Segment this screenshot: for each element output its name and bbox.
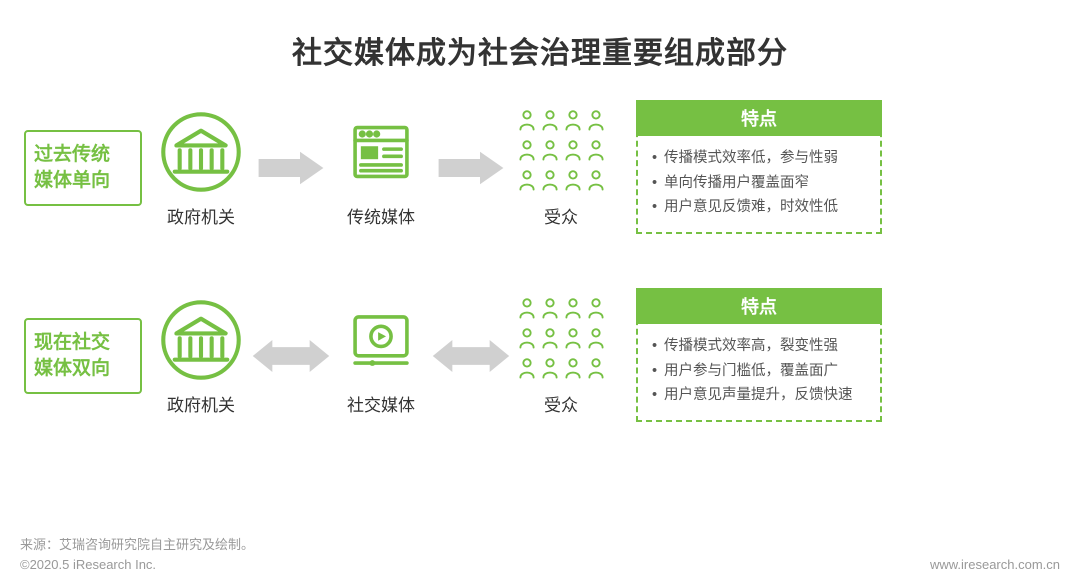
person-icon <box>518 169 536 196</box>
node-traditional-media: 传统媒体 <box>336 107 426 228</box>
flow-row-0: 过去传统媒体单向 政府机关 传统媒体 <box>24 102 1056 234</box>
feature-item: 单向传播用户覆盖面窄 <box>650 171 868 196</box>
arrow-right-icon <box>428 123 514 213</box>
row-label: 过去传统媒体单向 <box>24 130 142 205</box>
node-caption: 受众 <box>544 391 578 416</box>
node-social-media: 社交媒体 <box>336 295 426 416</box>
node-government: 政府机关 <box>156 107 246 228</box>
feature-header: 特点 <box>636 288 882 324</box>
person-icon <box>587 109 605 136</box>
footer-url: www.iresearch.com.cn <box>930 557 1060 572</box>
arrow-right-icon <box>248 123 334 213</box>
node-caption: 政府机关 <box>167 203 235 228</box>
feature-list: 传播模式效率高，裂变性强用户参与门槛低，覆盖面广用户意见声量提升，反馈快速 <box>638 324 880 420</box>
person-icon <box>541 357 559 384</box>
footer: 来源：艾瑞咨询研究院自主研究及绘制。 ©2020.5 iResearch Inc… <box>0 534 1080 584</box>
flow: 政府机关 传统媒体 <box>156 107 606 228</box>
footer-source: 来源：艾瑞咨询研究院自主研究及绘制。 <box>20 534 1060 553</box>
person-icon <box>564 139 582 166</box>
person-icon <box>564 327 582 354</box>
person-icon <box>587 169 605 196</box>
feature-item: 用户参与门槛低，覆盖面广 <box>650 359 868 384</box>
person-icon <box>518 139 536 166</box>
social-media-icon <box>336 295 426 385</box>
page-title: 社交媒体成为社会治理重要组成部分 <box>0 0 1080 72</box>
feature-box: 特点传播模式效率高，裂变性强用户参与门槛低，覆盖面广用户意见声量提升，反馈快速 <box>636 290 882 422</box>
node-audience: 受众 <box>516 295 606 416</box>
feature-header: 特点 <box>636 100 882 136</box>
government-icon <box>156 295 246 385</box>
person-icon <box>541 109 559 136</box>
person-icon <box>541 297 559 324</box>
feature-item: 传播模式效率高，裂变性强 <box>650 334 868 359</box>
person-icon <box>587 139 605 166</box>
node-caption: 传统媒体 <box>347 203 415 228</box>
person-icon <box>587 327 605 354</box>
person-icon <box>564 109 582 136</box>
flow-row-1: 现在社交媒体双向 政府机关 社交媒体 <box>24 290 1056 422</box>
person-icon <box>518 327 536 354</box>
person-icon <box>518 357 536 384</box>
person-icon <box>518 297 536 324</box>
feature-list: 传播模式效率低，参与性弱单向传播用户覆盖面窄用户意见反馈难，时效性低 <box>638 136 880 232</box>
feature-item: 用户意见声量提升，反馈快速 <box>650 383 868 408</box>
person-icon <box>541 139 559 166</box>
person-icon <box>587 297 605 324</box>
person-icon <box>518 109 536 136</box>
person-icon <box>541 169 559 196</box>
flow: 政府机关 社交媒体 <box>156 295 606 416</box>
person-icon <box>587 357 605 384</box>
row-label: 现在社交媒体双向 <box>24 318 142 393</box>
node-caption: 社交媒体 <box>347 391 415 416</box>
audience-icon <box>516 295 606 385</box>
person-icon <box>564 297 582 324</box>
audience-icon <box>516 107 606 197</box>
person-icon <box>541 327 559 354</box>
traditional-media-icon <box>336 107 426 197</box>
person-icon <box>564 169 582 196</box>
node-caption: 政府机关 <box>167 391 235 416</box>
person-icon <box>564 357 582 384</box>
node-caption: 受众 <box>544 203 578 228</box>
footer-copyright: ©2020.5 iResearch Inc. <box>20 557 156 572</box>
arrow-bidirectional-icon <box>428 311 514 401</box>
diagram-rows: 过去传统媒体单向 政府机关 传统媒体 <box>0 102 1080 422</box>
arrow-bidirectional-icon <box>248 311 334 401</box>
government-icon <box>156 107 246 197</box>
feature-box: 特点传播模式效率低，参与性弱单向传播用户覆盖面窄用户意见反馈难，时效性低 <box>636 102 882 234</box>
node-government: 政府机关 <box>156 295 246 416</box>
feature-item: 传播模式效率低，参与性弱 <box>650 146 868 171</box>
feature-item: 用户意见反馈难，时效性低 <box>650 195 868 220</box>
node-audience: 受众 <box>516 107 606 228</box>
